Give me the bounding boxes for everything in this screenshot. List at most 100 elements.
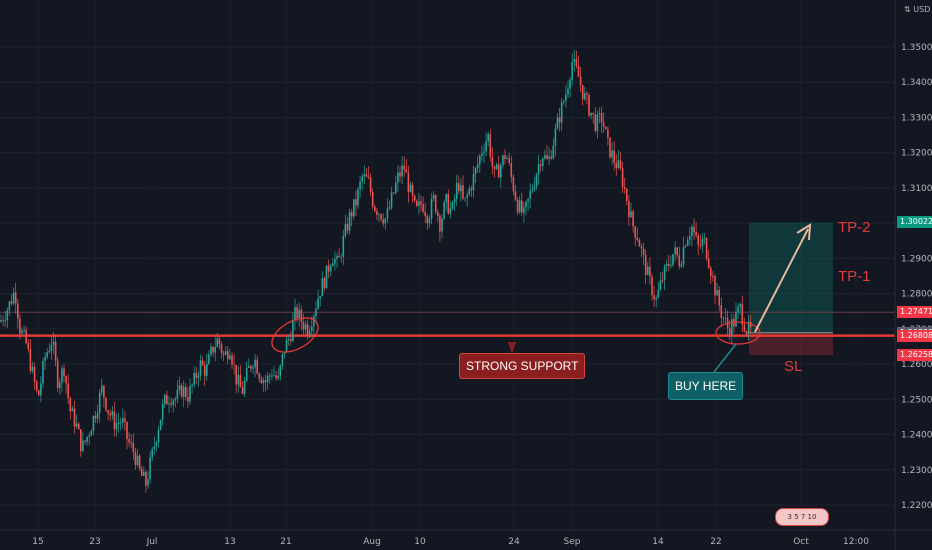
candle-body <box>600 113 603 123</box>
candle-body <box>382 219 384 224</box>
x-tick-label: 21 <box>280 537 291 547</box>
x-tick-label: Oct <box>793 537 809 547</box>
candle-body <box>502 155 504 166</box>
candle-body <box>447 194 450 214</box>
candle-body <box>140 468 143 476</box>
y-tick-label: 1.29000 <box>901 254 932 264</box>
candle-body <box>497 164 500 178</box>
candle-body <box>29 348 32 372</box>
grid <box>0 46 895 506</box>
candle-body <box>628 201 630 218</box>
candle-body <box>584 93 586 100</box>
candle-body <box>50 344 53 351</box>
profit-zone <box>749 222 833 333</box>
candle-body <box>563 101 565 103</box>
buy-here-pointer <box>713 343 737 373</box>
candle-body <box>38 390 40 396</box>
economic-events-badge[interactable]: 3 5 7 10 <box>775 508 829 526</box>
candle-body <box>101 385 103 393</box>
candle-body <box>4 320 6 321</box>
candle-body <box>476 164 479 169</box>
candle-body <box>365 174 368 177</box>
candle-body <box>271 375 273 377</box>
candle-body <box>735 312 737 327</box>
candle-body <box>573 58 576 62</box>
sl-label: SL <box>784 358 803 375</box>
candle-body <box>437 212 439 216</box>
candle-body <box>111 411 114 416</box>
candle-body <box>386 208 389 219</box>
candle-body <box>697 235 699 245</box>
position-zones <box>749 222 833 355</box>
candle-body <box>596 114 599 131</box>
candle-body <box>107 410 109 414</box>
candle-body <box>710 267 712 277</box>
candle-body <box>579 76 582 86</box>
x-tick-label: 22 <box>710 537 721 547</box>
tp2-label: TP-2 <box>838 219 871 236</box>
candle-body <box>468 188 471 195</box>
y-tick-label: 1.22000 <box>901 501 932 511</box>
currency-label[interactable]: ⇅ USD <box>904 5 931 14</box>
candle-body <box>533 186 536 190</box>
candle-body <box>237 374 240 385</box>
candle-body <box>529 191 531 199</box>
candle-body <box>607 129 609 138</box>
y-tick-label: 1.35000 <box>901 43 932 53</box>
candle-body <box>455 183 458 199</box>
candle-body <box>470 188 473 191</box>
candle-body <box>311 326 313 332</box>
candle-body <box>483 151 485 154</box>
candle-body <box>586 93 588 95</box>
candle-body <box>363 174 366 177</box>
price-tag: 1.26808 <box>897 329 932 342</box>
candle-body <box>678 255 681 267</box>
candle-body <box>453 198 456 203</box>
candle-body <box>523 207 525 213</box>
candle-body <box>147 479 149 486</box>
candle-body <box>149 457 151 480</box>
candle-body <box>195 372 198 378</box>
candle-body <box>651 276 653 296</box>
candle-body <box>2 320 4 322</box>
candle-body <box>98 392 101 413</box>
candle-body <box>577 66 580 77</box>
x-tick-label: 12:00 <box>843 537 869 547</box>
candle-body <box>262 380 265 384</box>
candle-body <box>132 442 135 452</box>
candle-body <box>348 212 351 231</box>
candle-body <box>407 172 410 192</box>
candle-body <box>680 264 683 267</box>
candle-body <box>693 226 695 233</box>
candle-body <box>684 245 687 248</box>
x-tick-label: 10 <box>414 537 426 547</box>
target-arrow-head <box>796 223 812 241</box>
candle-body <box>500 165 502 178</box>
candle-body <box>707 258 710 268</box>
candle-body <box>653 295 655 300</box>
candle-body <box>672 254 674 266</box>
candle-body <box>269 375 271 377</box>
support-touch-ellipse-1 <box>271 317 319 353</box>
stop-zone <box>749 332 833 355</box>
candle-body <box>243 380 246 394</box>
candle-body <box>367 176 370 178</box>
candle-body <box>189 385 191 402</box>
candle-body <box>395 182 397 193</box>
candle-body <box>109 413 111 416</box>
candle-body <box>630 211 632 218</box>
candle-body <box>313 315 315 327</box>
candle-body <box>304 324 307 330</box>
candle-body <box>615 162 618 168</box>
candle-body <box>392 192 395 194</box>
candle-body <box>90 430 93 436</box>
candle-body <box>626 188 628 202</box>
candle-body <box>560 102 563 123</box>
candle-body <box>613 150 615 163</box>
candle-body <box>52 341 55 345</box>
candle-body <box>731 319 733 336</box>
candle-body <box>153 446 156 449</box>
candle-body <box>294 307 296 321</box>
candle-body <box>418 201 420 206</box>
